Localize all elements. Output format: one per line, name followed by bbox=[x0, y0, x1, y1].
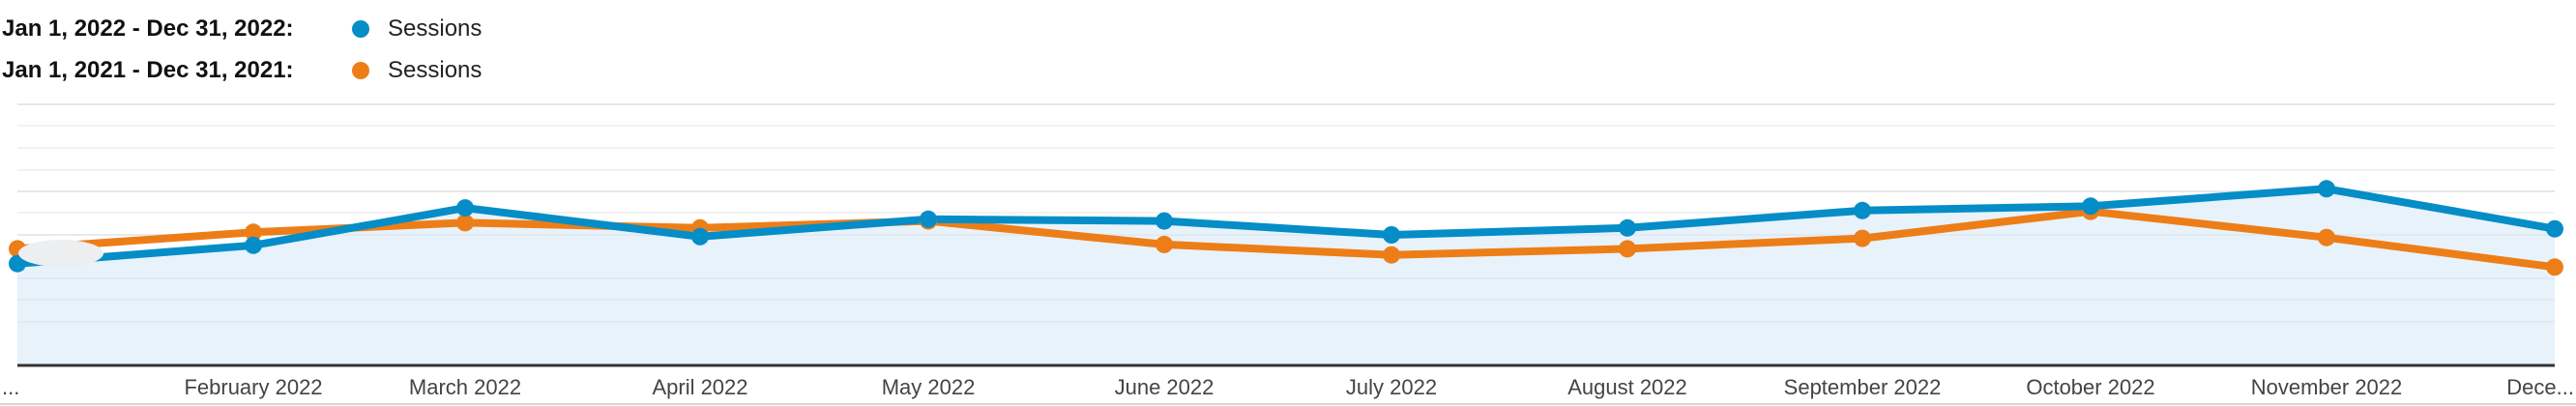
area-fill bbox=[17, 188, 2555, 365]
x-axis-label: May 2022 bbox=[882, 375, 976, 399]
data-point-2021-dec[interactable] bbox=[2546, 258, 2563, 276]
chart-area-fill bbox=[17, 188, 2555, 365]
x-axis-label: April 2022 bbox=[652, 375, 747, 399]
data-point-2022-aug[interactable] bbox=[1619, 218, 1636, 237]
data-point-2022-apr[interactable] bbox=[691, 227, 709, 246]
x-axis-label: July 2022 bbox=[1346, 375, 1437, 399]
data-point-2022-dec[interactable] bbox=[2546, 219, 2563, 238]
data-point-2022-feb[interactable] bbox=[245, 236, 262, 254]
x-axis-label: March 2022 bbox=[409, 375, 521, 399]
data-point-2022-oct[interactable] bbox=[2082, 197, 2099, 216]
chart-lines bbox=[16, 185, 2556, 272]
x-axis-label: February 2022 bbox=[184, 375, 322, 399]
x-axis-label: September 2022 bbox=[1784, 375, 1942, 399]
line-series-2022 bbox=[16, 185, 2556, 268]
legend-metric-2022: Sessions bbox=[388, 15, 483, 42]
legend-range-2021: Jan 1, 2021 - Dec 31, 2021: bbox=[2, 57, 294, 83]
tooltip-blob bbox=[18, 240, 103, 267]
data-point-2021-sep[interactable] bbox=[1854, 229, 1871, 247]
x-axis-label: October 2022 bbox=[2026, 375, 2154, 399]
x-axis-label: June 2022 bbox=[1115, 375, 1215, 399]
data-point-2022-sep[interactable] bbox=[1854, 201, 1871, 219]
data-point-2021-aug[interactable] bbox=[1619, 240, 1636, 258]
x-axis-label: ... bbox=[2, 375, 19, 399]
chart-points[interactable] bbox=[9, 180, 2563, 276]
data-point-2021-nov[interactable] bbox=[2318, 228, 2335, 246]
x-axis-label: Dece... bbox=[2506, 375, 2574, 399]
legend-range-2022: Jan 1, 2022 - Dec 31, 2022: bbox=[2, 15, 294, 42]
data-point-2022-mar[interactable] bbox=[456, 199, 474, 218]
data-point-2022-jan[interactable] bbox=[9, 254, 26, 273]
x-axis-labels: ... February 2022 March 2022 April 2022 May … bbox=[2, 375, 2574, 399]
data-point-2021-jun[interactable] bbox=[1156, 235, 1173, 253]
legend-metric-2021: Sessions bbox=[388, 57, 483, 83]
data-point-2022-jun[interactable] bbox=[1156, 212, 1173, 230]
x-axis-label: August 2022 bbox=[1567, 375, 1687, 399]
data-point-2021-mar[interactable] bbox=[456, 214, 474, 232]
legend-dot-orange-icon bbox=[352, 62, 369, 79]
bottom-divider bbox=[0, 403, 2576, 405]
data-point-2022-may[interactable] bbox=[920, 210, 937, 228]
data-point-2021-jul[interactable] bbox=[1383, 246, 1400, 264]
legend-dot-blue-icon bbox=[352, 20, 369, 38]
data-point-2022-nov[interactable] bbox=[2318, 180, 2335, 198]
data-point-2021-feb[interactable] bbox=[245, 223, 262, 242]
line-series-2021 bbox=[16, 207, 2556, 272]
x-axis-label: November 2022 bbox=[2251, 375, 2403, 399]
data-point-2022-jul[interactable] bbox=[1383, 226, 1400, 244]
